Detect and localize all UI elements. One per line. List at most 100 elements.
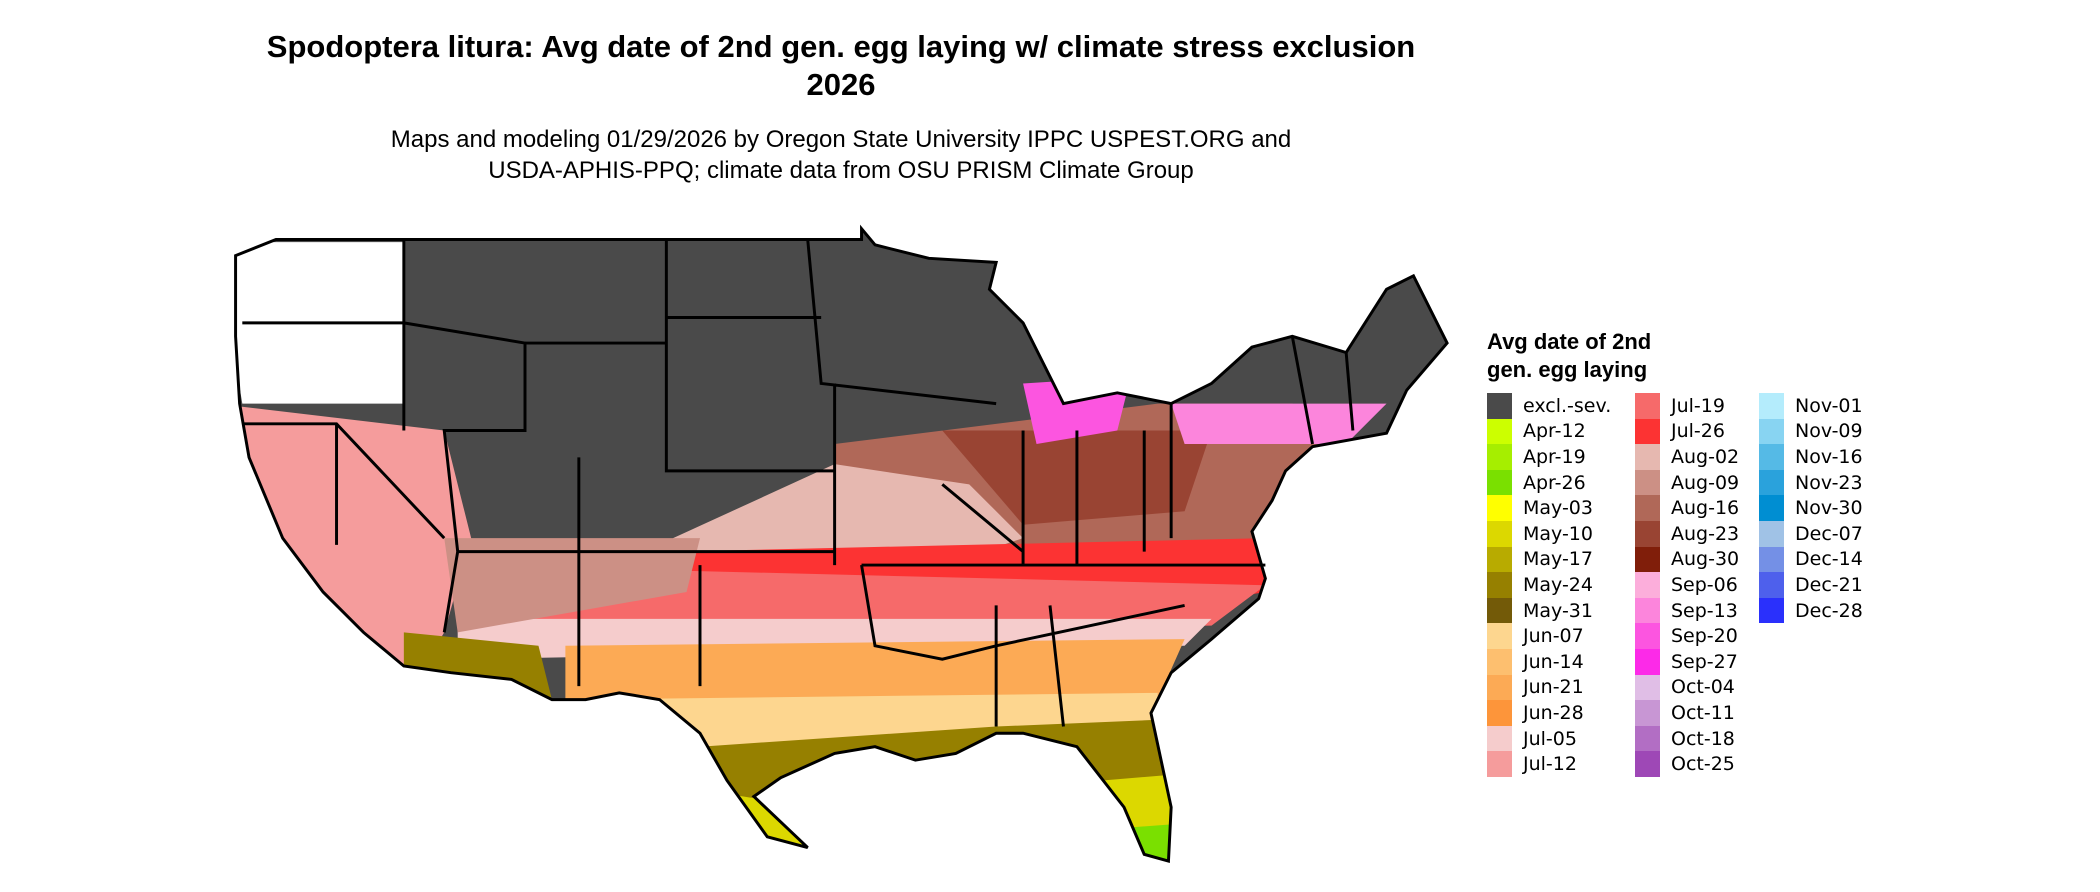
legend-swatch (1759, 597, 1784, 624)
legend-item: Nov-01 (1759, 393, 1863, 419)
legend-label: Jun-28 (1523, 701, 1584, 724)
legend-item: Sep-13 (1635, 597, 1759, 624)
legend-swatch (1487, 469, 1512, 496)
legend-item: Apr-26 (1487, 469, 1635, 496)
legend-item: Nov-23 (1759, 469, 1863, 496)
legend-label: Aug-16 (1671, 497, 1740, 520)
legend-item: Sep-06 (1635, 572, 1759, 598)
legend-item: Jun-14 (1487, 648, 1635, 675)
legend-item: Nov-30 (1759, 495, 1863, 521)
legend-title: Avg date of 2nd gen. egg laying (1487, 329, 1652, 382)
legend-label: Nov-16 (1795, 445, 1863, 468)
legend-label: Dec-21 (1795, 573, 1863, 596)
legend-item: Aug-23 (1635, 520, 1759, 547)
legend-item: Aug-16 (1635, 495, 1759, 521)
legend-swatch (1759, 444, 1784, 470)
legend-swatch (1759, 418, 1784, 445)
legend-label: Aug-23 (1671, 522, 1740, 545)
state-lines (242, 239, 1355, 727)
legend-swatch (1487, 520, 1512, 547)
legend-swatch (1487, 495, 1512, 521)
legend-swatch (1759, 546, 1784, 573)
legend-label: Nov-23 (1795, 471, 1863, 494)
legend-item: Aug-09 (1635, 469, 1759, 496)
legend-item: Jun-07 (1487, 623, 1635, 649)
legend-label: May-31 (1523, 599, 1593, 622)
legend-label: Jul-12 (1523, 753, 1577, 776)
legend-item: May-10 (1487, 520, 1635, 547)
legend-label: May-24 (1523, 573, 1593, 596)
legend-swatch (1487, 623, 1512, 649)
legend-label: Sep-20 (1671, 625, 1738, 648)
legend-item: Dec-07 (1759, 520, 1863, 547)
legend-swatch (1635, 648, 1660, 675)
legend-item: May-31 (1487, 597, 1635, 624)
legend-label: Dec-14 (1795, 548, 1863, 571)
legend-label: Jul-26 (1671, 420, 1725, 443)
legend-label: Dec-28 (1795, 599, 1863, 622)
legend-item: May-03 (1487, 495, 1635, 521)
legend-swatch (1635, 725, 1660, 752)
legend-swatch (1487, 597, 1512, 624)
legend-item: Jun-28 (1487, 700, 1635, 726)
legend-item: Dec-21 (1759, 572, 1863, 598)
legend-column: excl.-sev. Apr-12 Apr-19 Apr-26 May-03 May-10… (1487, 393, 1635, 777)
legend-item: Aug-30 (1635, 546, 1759, 573)
legend-item: Jul-26 (1635, 418, 1759, 445)
legend-column: Jul-19 Jul-26 Aug-02 Aug-09 Aug-16 Aug-23 Aug-… (1635, 393, 1759, 777)
legend-label: Dec-07 (1795, 522, 1863, 545)
legend-item: Oct-11 (1635, 700, 1759, 726)
legend-label: May-17 (1523, 548, 1593, 571)
legend-label: Aug-09 (1671, 471, 1740, 494)
legend-swatch (1487, 700, 1512, 726)
legend-item: Sep-20 (1635, 623, 1759, 649)
legend-column: Nov-01 Nov-09 Nov-16 Nov-23 Nov-30 Dec-07 Dec-… (1759, 393, 1863, 777)
legend-columns: excl.-sev. Apr-12 Apr-19 Apr-26 May-03 May-10… (1487, 393, 1863, 777)
legend-swatch (1635, 418, 1660, 445)
legend-label: excl.-sev. (1523, 394, 1612, 417)
legend-item: excl.-sev. (1487, 393, 1635, 419)
legend-swatch (1635, 623, 1660, 649)
legend-label: Apr-12 (1523, 420, 1586, 443)
legend-swatch (1635, 444, 1660, 470)
legend-label: Oct-11 (1671, 701, 1735, 724)
legend-swatch (1487, 393, 1512, 419)
legend-label: Sep-27 (1671, 650, 1738, 673)
legend-item: Aug-02 (1635, 444, 1759, 470)
band-jun-07 (565, 692, 1158, 754)
legend-label: Jul-05 (1523, 727, 1577, 750)
legend-item: Jul-19 (1635, 393, 1759, 419)
legend-label: Sep-13 (1671, 599, 1738, 622)
legend-swatch (1635, 393, 1660, 419)
legend-item: Jul-05 (1487, 725, 1635, 752)
legend-swatch (1635, 520, 1660, 547)
legend-swatch (1487, 418, 1512, 445)
legend-swatch (1759, 572, 1784, 598)
legend-item: Jul-12 (1487, 751, 1635, 777)
band-florida-green (1130, 823, 1185, 862)
legend-item: Sep-27 (1635, 648, 1759, 675)
legend-swatch (1635, 700, 1660, 726)
legend-item: May-24 (1487, 572, 1635, 598)
legend-label: Aug-02 (1671, 445, 1740, 468)
legend-item: Oct-04 (1635, 674, 1759, 701)
legend-swatch (1759, 393, 1784, 419)
map-title: Spodoptera litura: Avg date of 2nd gen. … (266, 29, 1416, 102)
legend-swatch (1635, 469, 1660, 496)
legend: Avg date of 2nd gen. egg laying excl.-se… (1487, 328, 1863, 777)
legend-item: May-17 (1487, 546, 1635, 573)
legend-item: Dec-28 (1759, 597, 1863, 624)
legend-label: Jun-14 (1523, 650, 1584, 673)
legend-label: Sep-06 (1671, 573, 1738, 596)
legend-item: Nov-16 (1759, 444, 1863, 470)
band-florida-yellow (1103, 773, 1185, 835)
legend-label: Jul-19 (1671, 394, 1725, 417)
legend-label: Nov-01 (1795, 394, 1863, 417)
subtitle-line-1: Maps and modeling 01/29/2026 by Oregon S… (390, 126, 1292, 153)
map-subtitle: Maps and modeling 01/29/2026 by Oregon S… (241, 124, 1441, 186)
legend-item: Oct-25 (1635, 751, 1759, 777)
legend-label: Apr-19 (1523, 445, 1586, 468)
legend-item: Oct-18 (1635, 725, 1759, 752)
legend-item: Jun-21 (1487, 674, 1635, 701)
legend-swatch (1635, 495, 1660, 521)
